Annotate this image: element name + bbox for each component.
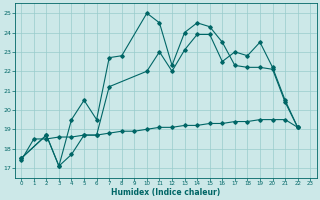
X-axis label: Humidex (Indice chaleur): Humidex (Indice chaleur) (111, 188, 220, 197)
